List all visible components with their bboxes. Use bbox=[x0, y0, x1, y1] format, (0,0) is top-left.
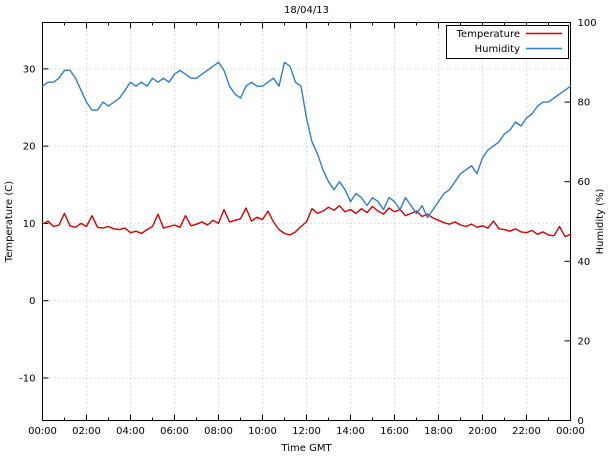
y-right-tick-label: 80 bbox=[578, 98, 591, 109]
y-right-tick-label: 0 bbox=[578, 416, 584, 427]
legend-label-humidity: Humidity bbox=[475, 44, 520, 55]
x-tick-label: 20:00 bbox=[468, 426, 497, 437]
x-tick-label: 00:00 bbox=[556, 426, 585, 437]
x-tick-label: 06:00 bbox=[160, 426, 189, 437]
legend-box bbox=[446, 25, 569, 59]
x-tick-label: 12:00 bbox=[292, 426, 321, 437]
humidity-line bbox=[41, 61, 572, 219]
y-left-tick-label: 30 bbox=[23, 64, 36, 75]
x-tick-label: 10:00 bbox=[248, 426, 277, 437]
legend-label-temperature: Temperature bbox=[456, 29, 520, 40]
x-tick-label: 22:00 bbox=[512, 426, 541, 437]
x-tick-label: 18:00 bbox=[424, 426, 453, 437]
chart-title: 18/04/13 bbox=[284, 5, 329, 16]
y-right-axis-label: Humidity (%) bbox=[595, 188, 606, 254]
y-right-tick-label: 60 bbox=[578, 177, 591, 188]
y-left-tick-label: 0 bbox=[29, 296, 35, 307]
y-left-tick-label: 10 bbox=[23, 219, 36, 230]
y-left-tick-label: -10 bbox=[19, 373, 35, 384]
y-left-axis-label: Temperature (C) bbox=[4, 181, 15, 263]
x-tick-label: 04:00 bbox=[116, 426, 145, 437]
x-tick-label: 02:00 bbox=[72, 426, 101, 437]
x-tick-label: 00:00 bbox=[28, 426, 57, 437]
y-left-tick-label: 20 bbox=[23, 142, 36, 153]
x-axis-label: Time GMT bbox=[280, 443, 332, 454]
x-tick-label: 14:00 bbox=[336, 426, 365, 437]
temperature-line bbox=[41, 204, 572, 238]
x-tick-label: 16:00 bbox=[380, 426, 409, 437]
y-right-tick-label: 20 bbox=[578, 336, 591, 347]
y-right-tick-label: 100 bbox=[578, 18, 597, 29]
x-tick-label: 08:00 bbox=[204, 426, 233, 437]
y-right-tick-label: 40 bbox=[578, 257, 591, 268]
